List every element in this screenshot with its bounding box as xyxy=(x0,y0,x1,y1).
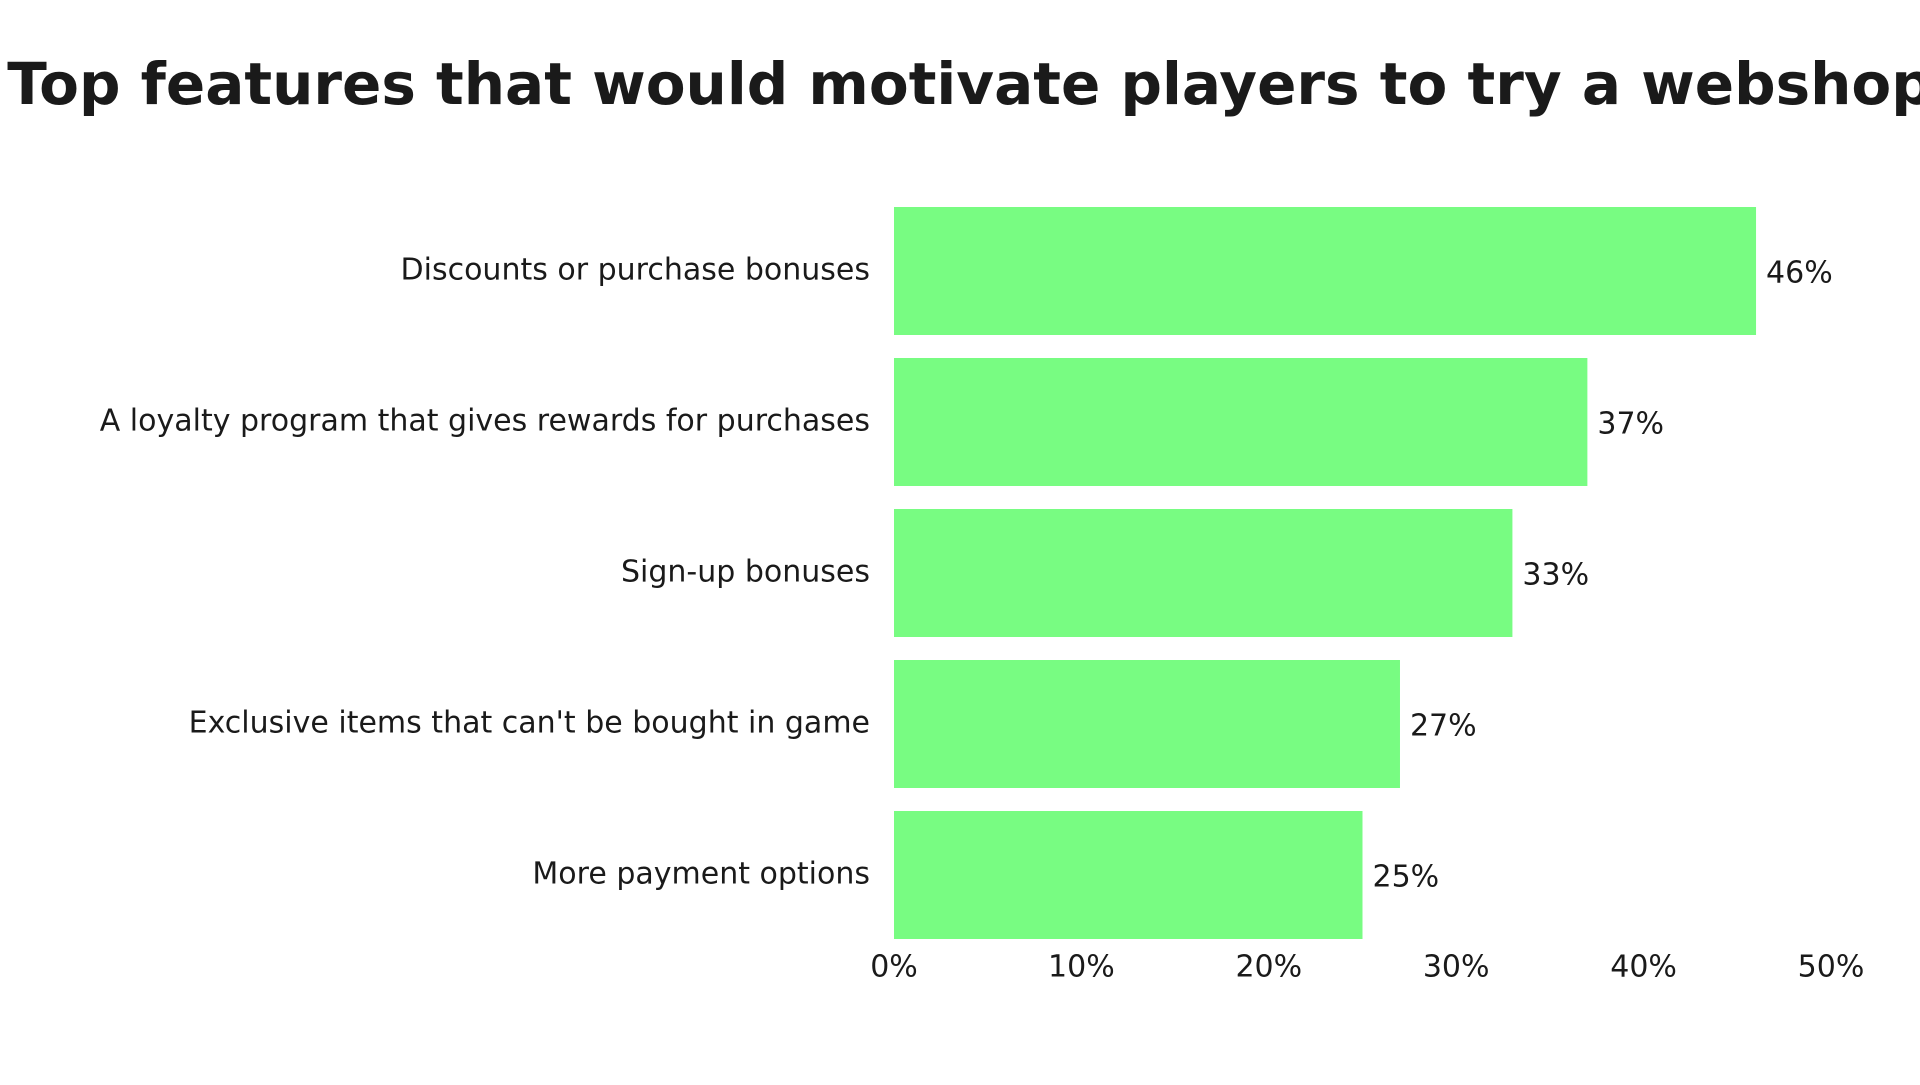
x-tick-label: 40% xyxy=(1610,950,1677,985)
bars-group xyxy=(894,207,1757,939)
x-tick-label: 30% xyxy=(1423,950,1490,985)
chart-title: Top features that would motivate players… xyxy=(7,50,1920,118)
x-tick-label: 50% xyxy=(1798,950,1865,985)
category-label: Exclusive items that can't be bought in … xyxy=(189,706,870,741)
value-labels: 46% 37% 33% 27% 25% xyxy=(1373,256,1833,895)
bar xyxy=(894,509,1513,637)
value-label: 37% xyxy=(1597,407,1664,442)
x-tick-label: 0% xyxy=(870,950,918,985)
value-label: 33% xyxy=(1522,558,1589,593)
x-axis-ticks: 0% 10% 20% 30% 40% 50% xyxy=(870,950,1864,985)
bar xyxy=(894,358,1588,486)
category-labels: Discounts or purchase bonuses A loyalty p… xyxy=(100,253,870,892)
bar xyxy=(894,660,1400,788)
category-label: A loyalty program that gives rewards for… xyxy=(100,404,870,439)
x-tick-label: 10% xyxy=(1048,950,1115,985)
bar xyxy=(894,811,1363,939)
bar xyxy=(894,207,1757,335)
x-tick-label: 20% xyxy=(1235,950,1302,985)
value-label: 25% xyxy=(1373,860,1440,895)
value-label: 46% xyxy=(1766,256,1833,291)
category-label: More payment options xyxy=(532,857,870,892)
value-label: 27% xyxy=(1410,709,1477,744)
category-label: Discounts or purchase bonuses xyxy=(401,253,870,288)
category-label: Sign-up bonuses xyxy=(621,555,870,590)
